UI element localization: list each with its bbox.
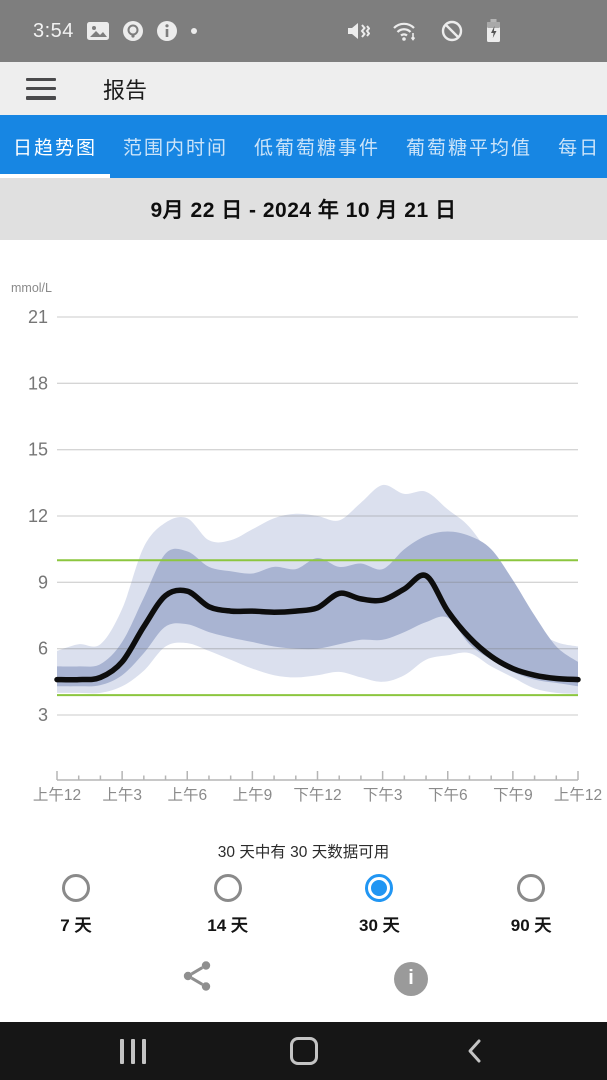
info-status-icon <box>156 20 178 42</box>
info-icon: i <box>408 967 414 989</box>
x-tick-label: 下午6 <box>428 786 468 804</box>
y-tick-label: 15 <box>28 440 48 460</box>
data-availability-text: 30 天中有 30 天数据可用 <box>217 844 390 861</box>
chart-area: 3 6 9 12 15 18 21 mmol/L 上午12 上午3 上午6 上午9 下午12 下午3 下午6… <box>0 240 607 840</box>
radio-30d-icon[interactable] <box>365 874 394 902</box>
tab-daily-patterns[interactable]: 日趋势图 <box>0 115 111 178</box>
date-range-header: 9月 22 日 - 2024 年 10 月 21 日 <box>0 178 607 240</box>
back-button[interactable] <box>454 1036 494 1066</box>
y-tick-label: 9 <box>38 572 48 592</box>
home-button[interactable] <box>284 1036 324 1066</box>
clock-label: 3:54 <box>33 19 74 42</box>
android-nav-bar <box>0 1022 607 1080</box>
y-tick-label: 6 <box>38 639 48 659</box>
radio-14d-icon[interactable] <box>213 874 242 902</box>
x-tick-label: 上午3 <box>102 786 142 804</box>
info-button[interactable]: i <box>394 961 428 996</box>
back-icon <box>468 1039 481 1063</box>
share-icon <box>183 961 211 991</box>
app-bar: 报告 <box>0 62 607 115</box>
range-option-90d[interactable]: 90 天 <box>455 870 607 936</box>
radio-90d-icon[interactable] <box>517 874 546 902</box>
tab-time-in-range[interactable]: 范围内时间 <box>123 138 229 159</box>
page-title: 报告 <box>103 77 148 103</box>
x-tick-label: 下午12 <box>293 786 341 804</box>
y-axis-unit-label: mmol/L <box>11 281 52 295</box>
status-right-icons <box>334 19 501 43</box>
radio-7d-icon[interactable] <box>61 874 90 902</box>
y-tick-label: 12 <box>28 506 48 526</box>
recent-apps-icon <box>120 1038 146 1064</box>
tab-daily-log[interactable]: 每日 <box>558 138 601 159</box>
median-glucose-line <box>54 572 581 683</box>
x-tick-label: 上午12 <box>554 786 602 804</box>
range-selector: 7 天 14 天 30 天 90 天 <box>0 870 607 935</box>
daily-patterns-glucose-chart: 3 6 9 12 15 18 21 mmol/L 上午12 上午3 上午6 上午9 下午12 下午3 下午6… <box>11 281 602 804</box>
range-option-14d[interactable]: 14 天 <box>152 870 304 936</box>
recent-apps-button[interactable] <box>113 1036 153 1066</box>
wifi-icon <box>392 20 418 42</box>
x-tick-label: 上午6 <box>167 786 207 804</box>
vibrate-icon <box>346 20 370 42</box>
home-icon <box>289 1037 318 1065</box>
y-tick-label: 21 <box>28 307 48 327</box>
y-tick-label: 18 <box>28 373 48 393</box>
hamburger-menu-button[interactable] <box>26 77 56 100</box>
battery-charging-icon <box>486 19 501 43</box>
x-tick-label: 下午9 <box>493 786 533 804</box>
footer-actions: i <box>0 935 607 1022</box>
range-option-7d[interactable]: 7 天 <box>0 870 152 936</box>
x-tick-label: 上午12 <box>33 786 81 804</box>
blocked-icon <box>440 19 464 43</box>
share-button[interactable] <box>179 958 215 999</box>
range-option-30d[interactable]: 30 天 <box>304 870 456 936</box>
screen-record-icon <box>122 20 144 42</box>
status-bar: 3:54 <box>0 0 607 62</box>
tab-low-glucose-events[interactable]: 低葡萄糖事件 <box>254 138 381 159</box>
x-tick-label: 下午3 <box>363 786 403 804</box>
x-tick-label: 上午9 <box>233 786 273 804</box>
tab-average-glucose[interactable]: 葡萄糖平均值 <box>406 138 533 159</box>
image-icon <box>86 21 110 41</box>
report-tab-bar: 日趋势图 范围内时间 低葡萄糖事件 葡萄糖平均值 每日 <box>0 115 607 178</box>
y-tick-label: 3 <box>38 705 48 725</box>
notification-dot-icon <box>190 27 198 35</box>
